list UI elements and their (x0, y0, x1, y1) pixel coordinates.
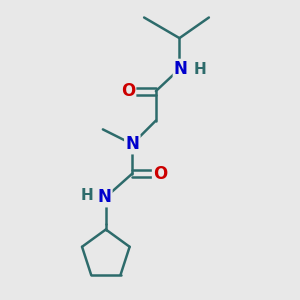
Text: N: N (98, 188, 111, 206)
Text: O: O (153, 165, 167, 183)
Text: H: H (194, 61, 206, 76)
Text: H: H (80, 188, 93, 203)
Text: N: N (125, 135, 139, 153)
Text: N: N (174, 60, 188, 78)
Text: O: O (121, 82, 135, 100)
